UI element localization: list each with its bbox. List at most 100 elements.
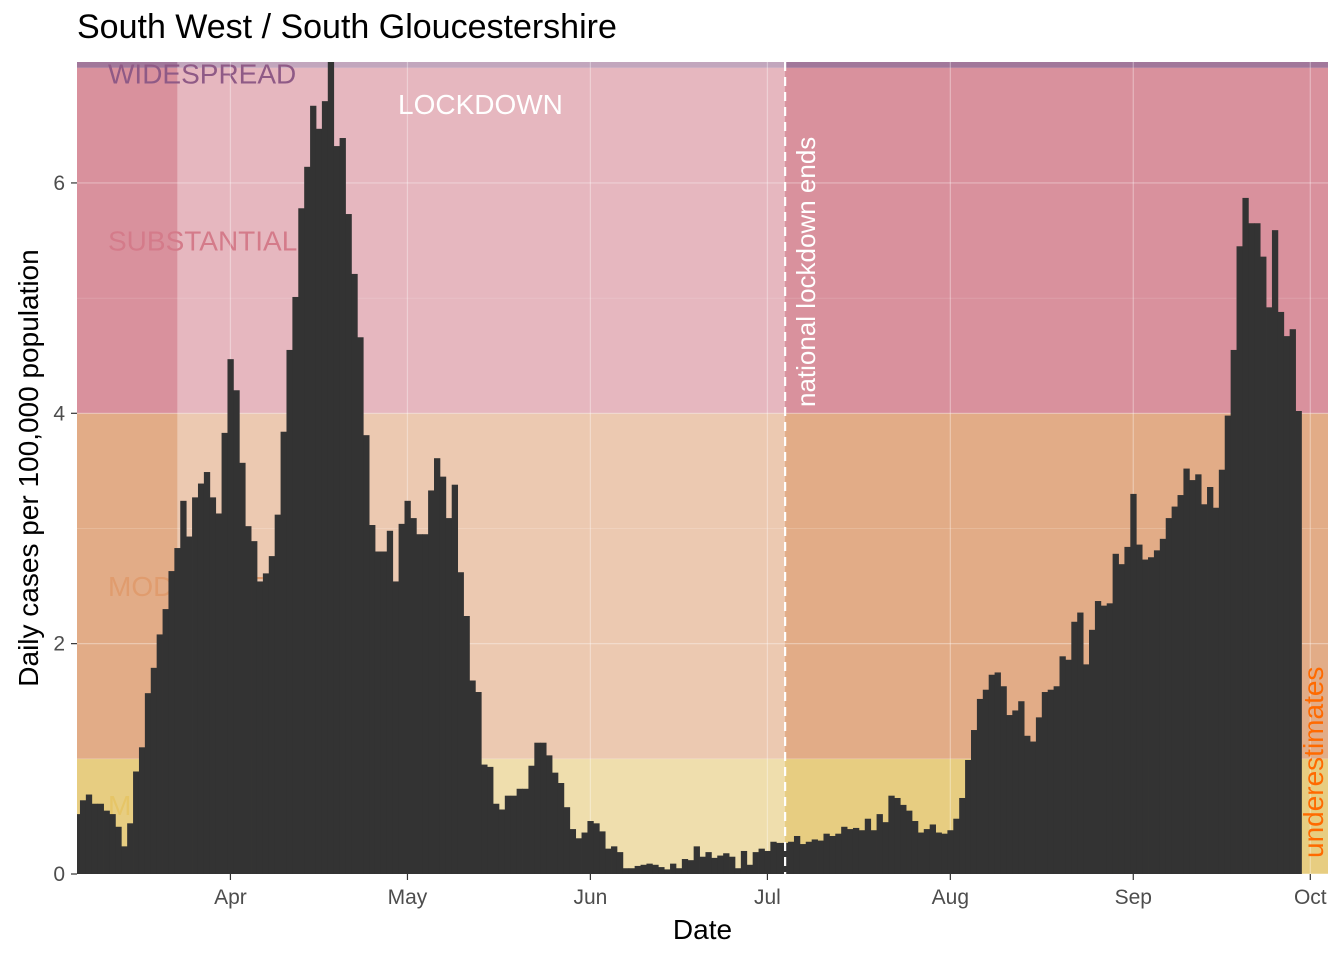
bar bbox=[770, 841, 777, 874]
bar bbox=[616, 852, 624, 874]
bar bbox=[793, 835, 801, 874]
bar bbox=[150, 667, 158, 874]
bar bbox=[563, 807, 571, 874]
bar bbox=[192, 497, 199, 874]
bar bbox=[835, 833, 842, 874]
bar bbox=[723, 853, 730, 874]
bar bbox=[1030, 741, 1037, 874]
bar bbox=[870, 830, 877, 874]
bar bbox=[752, 852, 759, 874]
bar bbox=[127, 823, 134, 874]
bar bbox=[239, 462, 246, 874]
bar bbox=[746, 864, 754, 874]
bar bbox=[1165, 518, 1173, 874]
y-tick-label: 4 bbox=[53, 402, 65, 425]
bar bbox=[363, 435, 370, 874]
bar bbox=[451, 484, 459, 874]
bar bbox=[487, 766, 494, 874]
bar bbox=[174, 548, 181, 874]
bar bbox=[469, 680, 476, 874]
bar bbox=[876, 814, 883, 874]
bar bbox=[1083, 664, 1090, 874]
bar bbox=[634, 865, 641, 874]
bar bbox=[1012, 710, 1019, 874]
bar bbox=[923, 829, 931, 874]
bar bbox=[664, 869, 671, 874]
bar bbox=[463, 616, 470, 874]
bar bbox=[1171, 506, 1178, 874]
bar bbox=[628, 868, 636, 874]
x-tick-label: Sep bbox=[1115, 886, 1152, 909]
x-tick-label: Apr bbox=[214, 886, 247, 909]
bar bbox=[162, 609, 169, 874]
bar bbox=[504, 795, 512, 874]
bar bbox=[699, 856, 706, 874]
bar bbox=[292, 296, 299, 875]
bar bbox=[138, 747, 146, 874]
bar bbox=[611, 846, 618, 874]
x-tick-label: Jun bbox=[573, 886, 607, 909]
bar bbox=[374, 551, 382, 874]
bar bbox=[274, 514, 281, 874]
threshold-bands: MILDMODERATESUBSTANTIALWIDESPREAD bbox=[77, 59, 1328, 874]
bar bbox=[77, 814, 81, 874]
bar bbox=[841, 826, 848, 874]
bar bbox=[1266, 307, 1273, 875]
bar bbox=[481, 764, 488, 874]
x-tick-label: Jul bbox=[754, 886, 781, 909]
bar bbox=[622, 868, 630, 874]
bar bbox=[180, 500, 187, 874]
bar bbox=[847, 829, 854, 874]
bar bbox=[339, 138, 346, 874]
bar bbox=[729, 856, 736, 874]
bar bbox=[994, 672, 1001, 874]
bar bbox=[599, 831, 606, 874]
bar bbox=[587, 821, 594, 874]
bar bbox=[823, 833, 830, 874]
bar bbox=[280, 431, 287, 874]
bar bbox=[209, 497, 217, 874]
bar bbox=[1077, 612, 1084, 874]
bar bbox=[79, 800, 87, 874]
bar bbox=[1177, 495, 1184, 874]
bar bbox=[1035, 717, 1043, 874]
bar bbox=[581, 832, 588, 874]
bar bbox=[906, 810, 913, 874]
bar bbox=[434, 458, 441, 874]
bar bbox=[670, 863, 677, 874]
bar bbox=[888, 795, 895, 874]
bar bbox=[569, 829, 577, 874]
bar bbox=[1000, 686, 1007, 874]
bar bbox=[1159, 538, 1167, 874]
lockdown-label: LOCKDOWN bbox=[398, 89, 563, 120]
lockdown-ends-label: national lockdown ends bbox=[791, 137, 821, 407]
bar bbox=[605, 848, 612, 874]
axes: 0 2 4 6 Apr May Jun Jul Aug Sep Oct Date Daily cases… bbox=[13, 172, 1327, 945]
bar bbox=[557, 783, 565, 874]
bar bbox=[1024, 735, 1031, 874]
bar bbox=[658, 867, 665, 874]
bar bbox=[1094, 601, 1102, 874]
bar bbox=[298, 208, 305, 875]
bar bbox=[894, 797, 901, 874]
bar bbox=[717, 855, 724, 874]
bar bbox=[345, 214, 352, 874]
bar bbox=[498, 809, 506, 874]
bar bbox=[315, 128, 323, 874]
bar bbox=[1218, 469, 1226, 874]
bar bbox=[197, 483, 205, 874]
bar bbox=[959, 797, 966, 874]
bar bbox=[829, 835, 836, 874]
bar bbox=[528, 765, 535, 874]
bar bbox=[1201, 504, 1208, 874]
bar bbox=[1053, 686, 1060, 874]
bar bbox=[740, 850, 748, 874]
bar bbox=[1118, 564, 1125, 874]
bar bbox=[286, 349, 293, 875]
bar bbox=[109, 814, 116, 874]
bar bbox=[327, 62, 335, 874]
bar bbox=[133, 771, 140, 874]
x-axis-title: Date bbox=[673, 914, 732, 945]
bar bbox=[646, 863, 653, 874]
bar bbox=[1112, 553, 1119, 874]
